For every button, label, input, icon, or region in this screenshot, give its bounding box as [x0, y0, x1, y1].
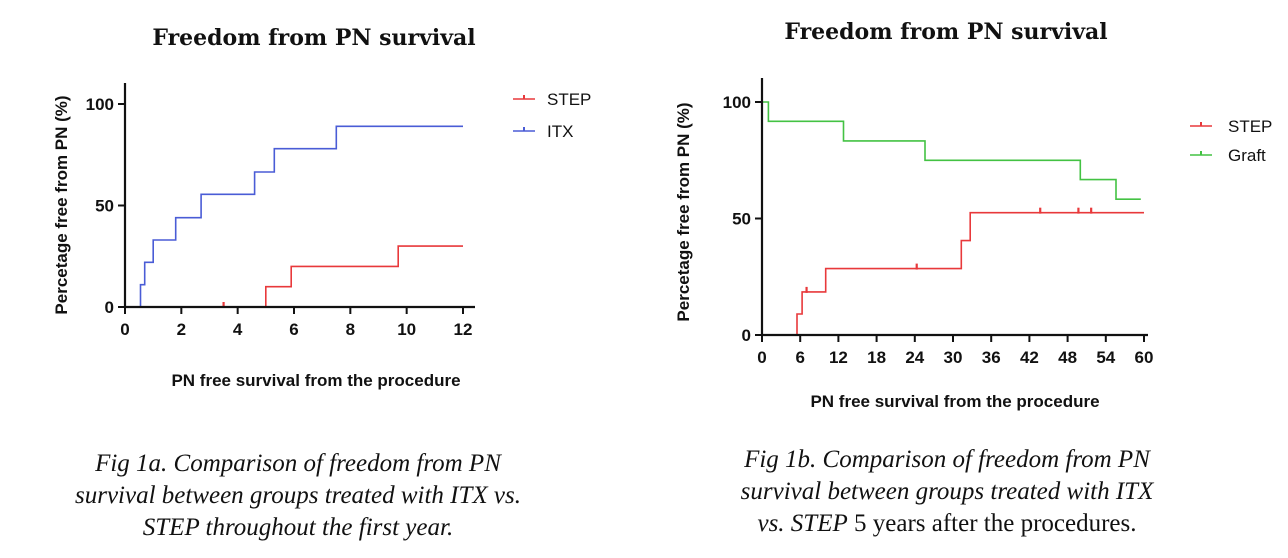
caption-1b-line3: vs. STEP 5 years after the procedures.	[680, 508, 1214, 540]
chart-1a-title: Freedom from PN survival	[152, 25, 475, 51]
chart-1a-x-tick-label: 2	[177, 320, 186, 339]
chart-1b-series-step-line	[796, 211, 1144, 335]
chart-1a: Freedom from PN survival 0 50 100 0 2 4 6 8 10 12…	[52, 25, 591, 390]
chart-1a-x-tick-label: 6	[289, 320, 298, 339]
chart-1a-x-tick-label: 0	[120, 320, 129, 339]
caption-1b-line3-italic: vs. STEP	[757, 510, 848, 537]
caption-1a-line1: Fig 1a. Comparison of freedom from PN	[95, 450, 501, 477]
chart-1a-y-tick-label: 0	[105, 298, 114, 317]
caption-1b-line3-rest: 5 years after the procedures.	[847, 510, 1137, 537]
caption-1b: Fig 1b. Comparison of freedom from PN su…	[680, 444, 1214, 540]
chart-1b-y-tick-label: 100	[723, 93, 751, 112]
chart-1b-title: Freedom from PN survival	[784, 19, 1107, 45]
chart-1b-y-axis-label: Percetage free from PN (%)	[674, 102, 693, 321]
chart-1b-x-tick-label: 24	[905, 348, 924, 367]
caption-1b-line2: survival between groups treated with ITX	[740, 478, 1154, 505]
chart-1b-y-tick-label: 0	[742, 326, 751, 345]
chart-1b-x-tick-label: 60	[1135, 348, 1154, 367]
chart-1b-x-tick-label: 0	[757, 348, 766, 367]
caption-1a: Fig 1a. Comparison of freedom from PN su…	[20, 448, 576, 544]
chart-1b: Freedom from PN survival 0 50 100 0 6 12 18 24 3…	[674, 19, 1272, 411]
chart-1a-y-tick-label: 100	[86, 95, 114, 114]
chart-1b-x-tick-label: 54	[1096, 348, 1115, 367]
chart-1b-x-tick-label: 6	[795, 348, 804, 367]
chart-1a-x-tick-label: 4	[233, 320, 243, 339]
chart-1a-series-step-line	[125, 245, 463, 308]
chart-1a-y-tick-label: 50	[95, 197, 114, 216]
chart-1b-x-tick-label: 30	[944, 348, 963, 367]
chart-1b-y-tick-label: 50	[732, 210, 751, 229]
chart-1b-legend-graft-label: Graft	[1228, 146, 1266, 165]
chart-1a-legend-itx-label: ITX	[547, 122, 573, 141]
chart-1a-x-tick-label: 10	[397, 320, 416, 339]
chart-1b-legend-step-label: STEP	[1228, 117, 1272, 136]
chart-1b-x-tick-label: 42	[1020, 348, 1039, 367]
caption-1a-line2: survival between groups treated with ITX…	[74, 482, 521, 509]
chart-1b-series-graft-line	[762, 101, 1141, 200]
caption-1b-line1: Fig 1b. Comparison of freedom from PN	[744, 446, 1150, 473]
chart-1a-series-itx-line	[137, 125, 463, 308]
chart-1a-x-tick-label: 12	[454, 320, 473, 339]
caption-1a-line3: STEP throughout the first year.	[142, 514, 454, 541]
chart-1a-legend-step-label: STEP	[547, 90, 591, 109]
chart-1b-x-tick-label: 36	[982, 348, 1001, 367]
chart-1b-x-axis-label: PN free survival from the procedure	[810, 392, 1099, 411]
chart-1b-x-tick-label: 48	[1058, 348, 1077, 367]
chart-1a-x-axis-label: PN free survival from the procedure	[171, 371, 460, 390]
chart-1b-x-tick-label: 18	[867, 348, 886, 367]
chart-1a-y-axis-label: Percetage free from PN (%)	[52, 95, 71, 314]
chart-1b-x-tick-label: 12	[829, 348, 848, 367]
chart-1a-x-tick-label: 8	[346, 320, 355, 339]
